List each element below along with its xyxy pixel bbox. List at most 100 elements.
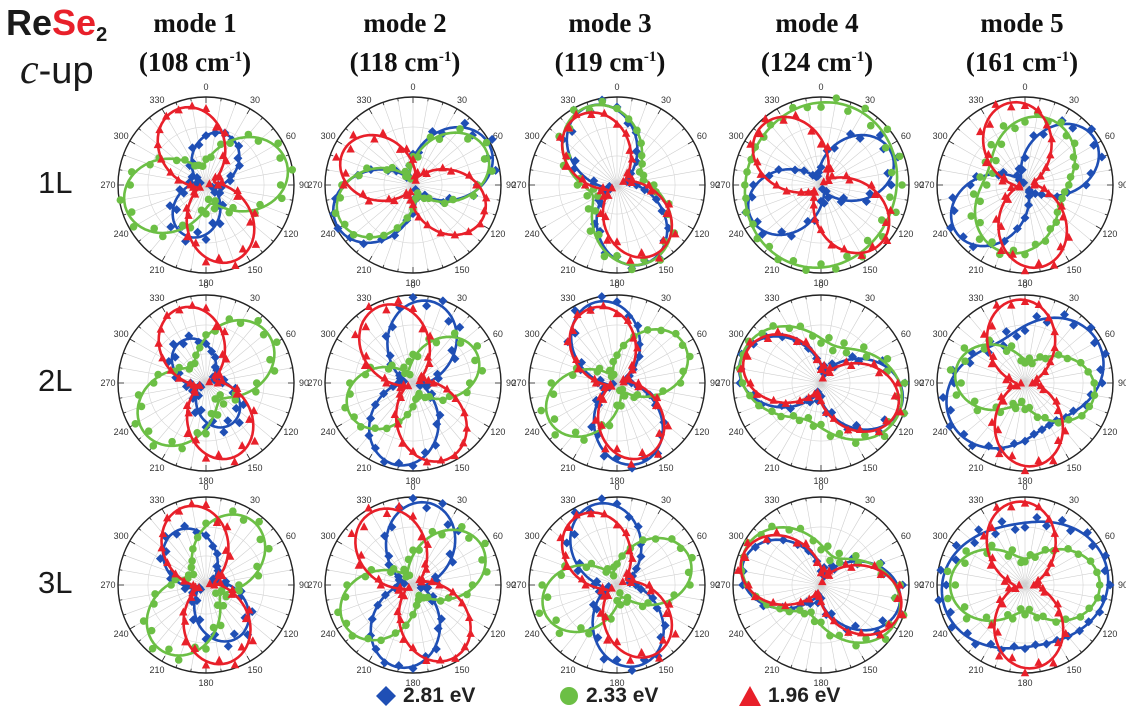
data-point [184, 210, 193, 219]
tick-label: 330 [968, 495, 983, 505]
series-line [560, 511, 674, 659]
data-point [564, 123, 574, 132]
tick-mark [885, 528, 889, 531]
tick-mark [530, 367, 534, 369]
data-point [984, 149, 993, 158]
data-point [174, 105, 183, 114]
tick-mark [234, 102, 237, 106]
data-point [354, 560, 363, 569]
data-point [422, 503, 432, 513]
data-point [265, 544, 273, 553]
tick-mark [427, 466, 429, 470]
data-point [163, 513, 172, 522]
data-point [789, 412, 798, 420]
data-point [195, 182, 205, 191]
data-point [244, 130, 253, 139]
data-point [156, 324, 166, 333]
data-point [851, 439, 860, 447]
data-point [415, 376, 424, 385]
data-point [825, 367, 835, 376]
tick-mark [980, 508, 985, 515]
tick-label: 270 [511, 378, 526, 388]
tick-mark [1079, 315, 1082, 319]
data-point [633, 126, 641, 135]
tick-mark [397, 268, 399, 272]
tick-mark [1089, 528, 1093, 531]
angular-gridline [738, 352, 822, 384]
data-point [1041, 162, 1051, 171]
data-point [804, 413, 813, 422]
data-point [812, 558, 822, 567]
tick-label: 180 [198, 278, 213, 288]
data-point [1049, 658, 1058, 667]
data-point [429, 378, 438, 387]
tick-mark [220, 466, 222, 470]
data-point [810, 214, 820, 223]
data-point [581, 580, 590, 589]
tick-label: 30 [1069, 495, 1079, 505]
data-point [427, 577, 437, 586]
tick-mark [835, 466, 837, 470]
data-point [745, 337, 755, 346]
tick-label: 0 [203, 482, 208, 492]
data-point [886, 180, 896, 190]
mode-frequency: (161 cm-1) [965, 47, 1079, 77]
data-point [1024, 191, 1034, 201]
angular-gridline [1024, 300, 1056, 384]
data-point [799, 166, 809, 176]
data-point [217, 586, 226, 595]
tick-mark [477, 528, 481, 531]
tick-label: 240 [525, 629, 540, 639]
tick-mark [764, 249, 767, 253]
angular-gridline [1024, 382, 1070, 460]
row-label-2L: 2L [38, 363, 73, 398]
data-point [591, 207, 600, 215]
tick-label: 150 [658, 463, 673, 473]
data-point [826, 556, 834, 565]
tick-mark [1079, 117, 1082, 121]
data-point [817, 260, 825, 268]
data-point [213, 601, 222, 610]
tick-mark [453, 306, 458, 313]
data-point [987, 321, 997, 330]
data-point [388, 163, 397, 172]
data-point [413, 352, 422, 361]
data-point [245, 605, 254, 614]
tick-mark [957, 639, 961, 642]
data-point [835, 631, 844, 640]
data-point [654, 253, 664, 262]
data-point [1044, 313, 1053, 322]
data-point [274, 139, 282, 148]
tick-label: 60 [286, 531, 296, 541]
data-point [1068, 123, 1078, 133]
data-point [772, 180, 781, 189]
data-point [821, 407, 831, 416]
angular-gridline [753, 382, 822, 440]
tick-label: 300 [525, 329, 540, 339]
tick-mark [492, 411, 496, 414]
data-point [847, 562, 856, 571]
tick-mark [129, 625, 136, 630]
data-point [463, 388, 471, 397]
data-point [768, 522, 776, 531]
data-point [998, 599, 1007, 608]
tick-mark [161, 655, 166, 662]
data-point [221, 354, 231, 363]
data-point [773, 327, 783, 336]
data-point [612, 637, 622, 646]
tick-label: 240 [321, 427, 336, 437]
data-point [810, 389, 819, 398]
data-point [230, 457, 239, 466]
data-point [417, 577, 426, 586]
data-point [1001, 191, 1010, 200]
data-point [623, 598, 631, 606]
tick-mark [764, 447, 767, 451]
data-point [600, 509, 609, 518]
data-point [599, 654, 609, 664]
angular-gridline [205, 502, 237, 586]
data-point [1029, 580, 1039, 589]
data-point [256, 200, 264, 209]
angular-gridline [738, 584, 822, 616]
data-point [393, 607, 402, 616]
